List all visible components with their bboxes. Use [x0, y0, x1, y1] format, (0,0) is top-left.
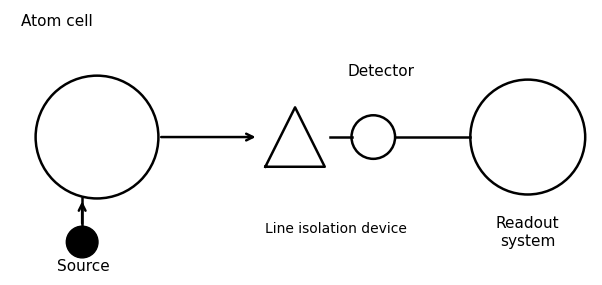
Text: Atom cell: Atom cell [20, 14, 93, 29]
Text: Readout
system: Readout system [496, 216, 560, 249]
Text: Detector: Detector [347, 64, 415, 79]
Circle shape [66, 226, 98, 258]
Text: Line isolation device: Line isolation device [265, 222, 407, 236]
Text: Source: Source [57, 259, 110, 274]
